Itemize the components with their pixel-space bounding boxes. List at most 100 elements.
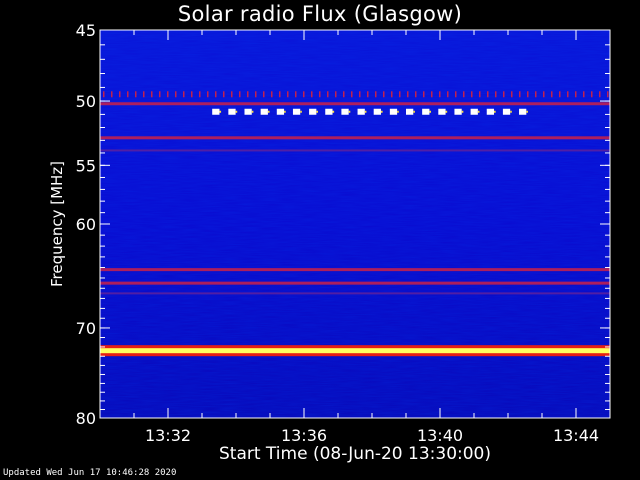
y-tick-label: 45 [76, 21, 96, 40]
band-50.8-mhz-segment [357, 108, 365, 115]
band-49.5-mhz-dot [551, 91, 553, 98]
band-49.5-mhz-dot [199, 91, 201, 98]
band-49.5-mhz-dot [247, 91, 249, 98]
band-49.5-mhz-dot [375, 91, 377, 98]
band-49.5-mhz-dot [231, 91, 233, 98]
band-49.5-mhz-dot [599, 91, 601, 98]
band-49.5-mhz-dot [287, 91, 289, 98]
band-49.5-mhz-dot [271, 91, 273, 98]
band-50.8-mhz-segment [373, 108, 381, 115]
band-49.5-mhz-dot [423, 91, 425, 98]
band-50.8-mhz-segment [309, 108, 317, 115]
band-49.5-mhz-dot [447, 91, 449, 98]
band-49.5-mhz-dot [175, 91, 177, 98]
band-50.8-mhz-segment [325, 108, 333, 115]
band-49.5-mhz-dot [263, 91, 265, 98]
band-49.5-mhz-dot [415, 91, 417, 98]
band-50.8-mhz-gap [429, 110, 432, 113]
band-49.5-mhz-dot [335, 91, 337, 98]
band-50.8-mhz-segment [228, 108, 236, 115]
band-49.5-mhz-dot [151, 91, 153, 98]
band-49.5-mhz-dot [607, 91, 609, 98]
band-50.8-mhz-segment [519, 108, 527, 115]
band-49.5-mhz-dot [519, 91, 521, 98]
band-49.5-mhz-dot [223, 91, 225, 98]
band-49.5-mhz-dot [591, 91, 593, 98]
y-tick-label: 80 [76, 409, 96, 428]
band-49.5-mhz-dot [183, 91, 185, 98]
band-50.8-mhz-segment [422, 108, 430, 115]
band-49.5-mhz-dot [487, 91, 489, 98]
band-49.5-mhz-dot [511, 91, 513, 98]
band-50.8-mhz-gap [235, 110, 238, 113]
band-49.5-mhz-dot [583, 91, 585, 98]
band-50.8-mhz-segment [276, 108, 285, 115]
band-49.5-mhz-dot [383, 91, 385, 98]
band-49.5-mhz-dot [303, 91, 305, 98]
band-50.8-mhz-segment [406, 108, 414, 115]
x-tick-label: 13:36 [281, 426, 327, 445]
band-50.8-mhz-segment [502, 108, 511, 115]
spectrogram-bands [100, 91, 610, 357]
band-50.8-mhz-gap [348, 110, 351, 113]
band-49.5-mhz-dot [111, 91, 113, 98]
band-50.8-mhz-gap [332, 110, 335, 113]
band-49.5-mhz-dot [455, 91, 457, 98]
band-65.5-mhz [100, 281, 610, 285]
spectrogram-background [100, 30, 610, 418]
band-49.5-mhz-dot [535, 91, 537, 98]
band-49.5-mhz-dot [479, 91, 481, 98]
band-50.8-mhz-gap [219, 110, 222, 113]
band-50.8-mhz-segment [212, 108, 220, 115]
band-49.5-mhz-dot [567, 91, 569, 98]
x-tick-label: 13:32 [145, 426, 191, 445]
band-50.8-mhz-gap [461, 110, 464, 113]
band-64.2-mhz [100, 268, 610, 272]
band-50.8-mhz-gap [445, 110, 448, 113]
band-50.8-mhz-gap [364, 110, 367, 113]
band-49.5-mhz-dot [127, 91, 129, 98]
band-50.8-mhz-segment [454, 108, 462, 115]
band-49.5-mhz-dot [319, 91, 321, 98]
x-tick-label: 13:44 [553, 426, 599, 445]
band-50.8-mhz-gap [477, 110, 480, 113]
band-49.5-mhz-dot [463, 91, 465, 98]
band-50.8-mhz-gap [526, 110, 528, 113]
y-tick-label: 55 [76, 156, 96, 175]
band-49.5-mhz-dot [103, 91, 105, 98]
band-50.8-mhz-segment [260, 108, 268, 115]
band-49.5-mhz-dot [167, 91, 169, 98]
band-49.5-mhz-dot [295, 91, 297, 98]
x-axis-label: Start Time (08-Jun-20 13:30:00) [219, 444, 491, 464]
band-49.5-mhz-dot [559, 91, 561, 98]
band-49.5-mhz-dot [191, 91, 193, 98]
axes: 13:32 13:36 13:40 13:44 45 50 55 60 70 80 [76, 21, 611, 445]
band-49.5-mhz-dot [543, 91, 545, 98]
band-66.5-mhz [100, 292, 610, 295]
band-49.5-mhz-dot [279, 91, 281, 98]
band-50.8-mhz-gap [510, 110, 512, 113]
band-49.5-mhz-dot [119, 91, 121, 98]
y-axis-label: Frequency [MHz] [48, 160, 66, 288]
band-49.5-mhz-dot [351, 91, 353, 98]
band-49.5-mhz-dot [391, 91, 393, 98]
band-49.5-mhz-dot [367, 91, 369, 98]
band-49.5-mhz-dot [503, 91, 505, 98]
band-49.5-mhz-dot [159, 91, 161, 98]
band-49.5-mhz-dot [311, 91, 313, 98]
band-49.5-mhz-dot [327, 91, 329, 98]
band-49.5-mhz-dot [439, 91, 441, 98]
band-50.8-mhz-segment [341, 108, 349, 115]
y-tick-label: 50 [76, 92, 96, 111]
band-49.5-mhz-dot [575, 91, 577, 98]
band-50.8-mhz-segment [470, 108, 478, 115]
band-50.8-mhz-segment [389, 108, 398, 115]
band-50.8-mhz-segment [486, 108, 495, 115]
band-49.5-mhz-dot [471, 91, 473, 98]
band-50.8-mhz-gap [380, 110, 383, 113]
band-72.4-mhz-core [100, 348, 610, 354]
band-49.5-mhz-dot [343, 91, 345, 98]
band-50.8-mhz-segment [292, 108, 301, 115]
band-49.5-mhz-dot [495, 91, 497, 98]
x-tick-label: 13:40 [417, 426, 463, 445]
